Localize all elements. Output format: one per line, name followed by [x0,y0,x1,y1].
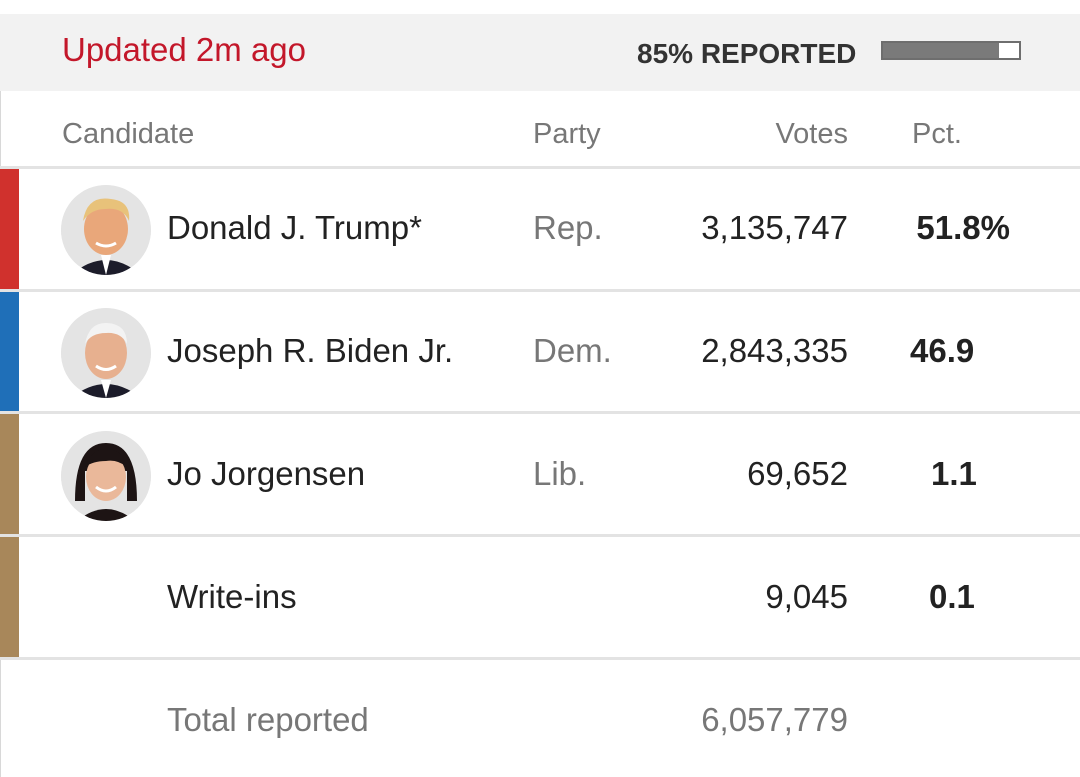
total-reported-votes: 6,057,779 [701,701,848,738]
party-color-bar [0,292,19,412]
candidate-name: Joseph R. Biden Jr. [167,332,454,369]
column-header-party: Party [533,118,601,150]
top-strip [0,0,1080,14]
candidate-pct: 46.9 [910,332,975,369]
candidate-pct: 51.8% [916,209,1010,246]
reported-progress-fill [883,43,999,58]
party-color-bar [0,414,19,534]
row-divider [0,411,1080,414]
candidate-votes: 9,045 [765,578,848,615]
candidate-name: Jo Jorgensen [167,455,366,492]
candidate-votes: 2,843,335 [701,332,848,369]
candidate-votes: 3,135,747 [701,209,848,246]
results-header: Updated 2m ago 85% REPORTED [0,14,1080,91]
party-color-bar [0,537,19,657]
candidate-name: Write-ins [167,578,297,615]
reported-percentage: 85% REPORTED [637,38,857,69]
header-divider [0,166,1080,169]
candidate-party: Dem. [533,332,612,369]
candidate-party: Rep. [533,209,603,246]
row-divider [0,534,1080,537]
candidate-party: Lib. [533,455,587,492]
row-divider [0,289,1080,292]
party-color-bar [0,169,19,289]
column-header-candidate: Candidate [62,118,195,150]
candidate-pct: 1.1 [931,455,977,492]
row-divider [0,657,1080,660]
reported-progress-bar [881,41,1021,60]
biden-portrait-avatar [61,308,151,398]
jorgensen-portrait-avatar [61,431,151,521]
candidate-pct: 0.1 [929,578,975,615]
updated-timestamp: Updated 2m ago [62,31,307,68]
trump-portrait-avatar [61,185,151,275]
column-header-votes: Votes [775,118,848,150]
candidate-votes: 69,652 [747,455,848,492]
candidate-name: Donald J. Trump* [167,209,422,246]
column-header-pct: Pct. [912,118,962,150]
total-reported-label: Total reported [167,701,369,738]
